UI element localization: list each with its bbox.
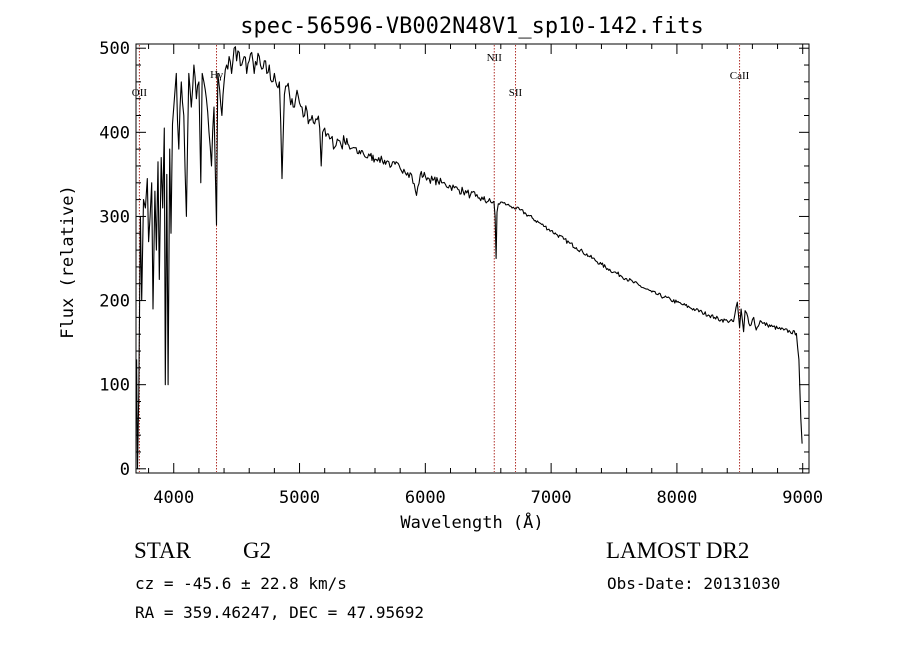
reference-lines <box>138 45 741 472</box>
y-axis-label: Flux (relative) <box>58 185 78 339</box>
y-tick-label: 300 <box>99 207 130 227</box>
obs-date-text: Obs-Date: 20131030 <box>607 574 781 593</box>
spectrum-line <box>136 46 803 470</box>
redshift-text: cz = -45.6 ± 22.8 km/s <box>135 574 347 593</box>
x-tick-labels: 4000 5000 6000 7000 8000 9000 <box>153 488 823 508</box>
x-axis-label: Wavelength (Å) <box>400 511 543 533</box>
y-tick-label: 400 <box>99 123 130 143</box>
y-tick-label: 0 <box>120 460 130 480</box>
reference-line-label: NII <box>487 52 503 64</box>
x-tick-label: 8000 <box>656 488 697 508</box>
spectral-class: G2 <box>243 538 272 563</box>
reference-line-label: OII <box>132 87 148 99</box>
plot-frame <box>135 43 810 474</box>
coordinates-text: RA = 359.46247, DEC = 47.95692 <box>135 603 424 622</box>
reference-line-label: CaII <box>730 70 750 82</box>
reference-line-label: SII <box>509 87 523 99</box>
x-tick-label: 7000 <box>531 488 572 508</box>
axis-ticks <box>136 44 809 473</box>
chart-title: spec-56596-VB002N48V1_sp10-142.fits <box>240 14 704 39</box>
y-tick-label: 200 <box>99 292 130 312</box>
y-tick-label: 100 <box>99 376 130 396</box>
survey-name: LAMOST DR2 <box>606 538 750 563</box>
spectrum-chart: spec-56596-VB002N48V1_sp10-142.fits OII H… <box>58 14 823 533</box>
x-tick-label: 6000 <box>405 488 446 508</box>
x-tick-label: 4000 <box>153 488 194 508</box>
x-tick-label: 5000 <box>279 488 320 508</box>
reference-line-label: Hγ <box>210 69 223 81</box>
y-tick-labels: 0 100 200 300 400 500 <box>99 39 130 480</box>
object-type: STAR <box>134 538 191 563</box>
x-tick-label: 9000 <box>782 488 823 508</box>
y-tick-label: 500 <box>99 39 130 59</box>
